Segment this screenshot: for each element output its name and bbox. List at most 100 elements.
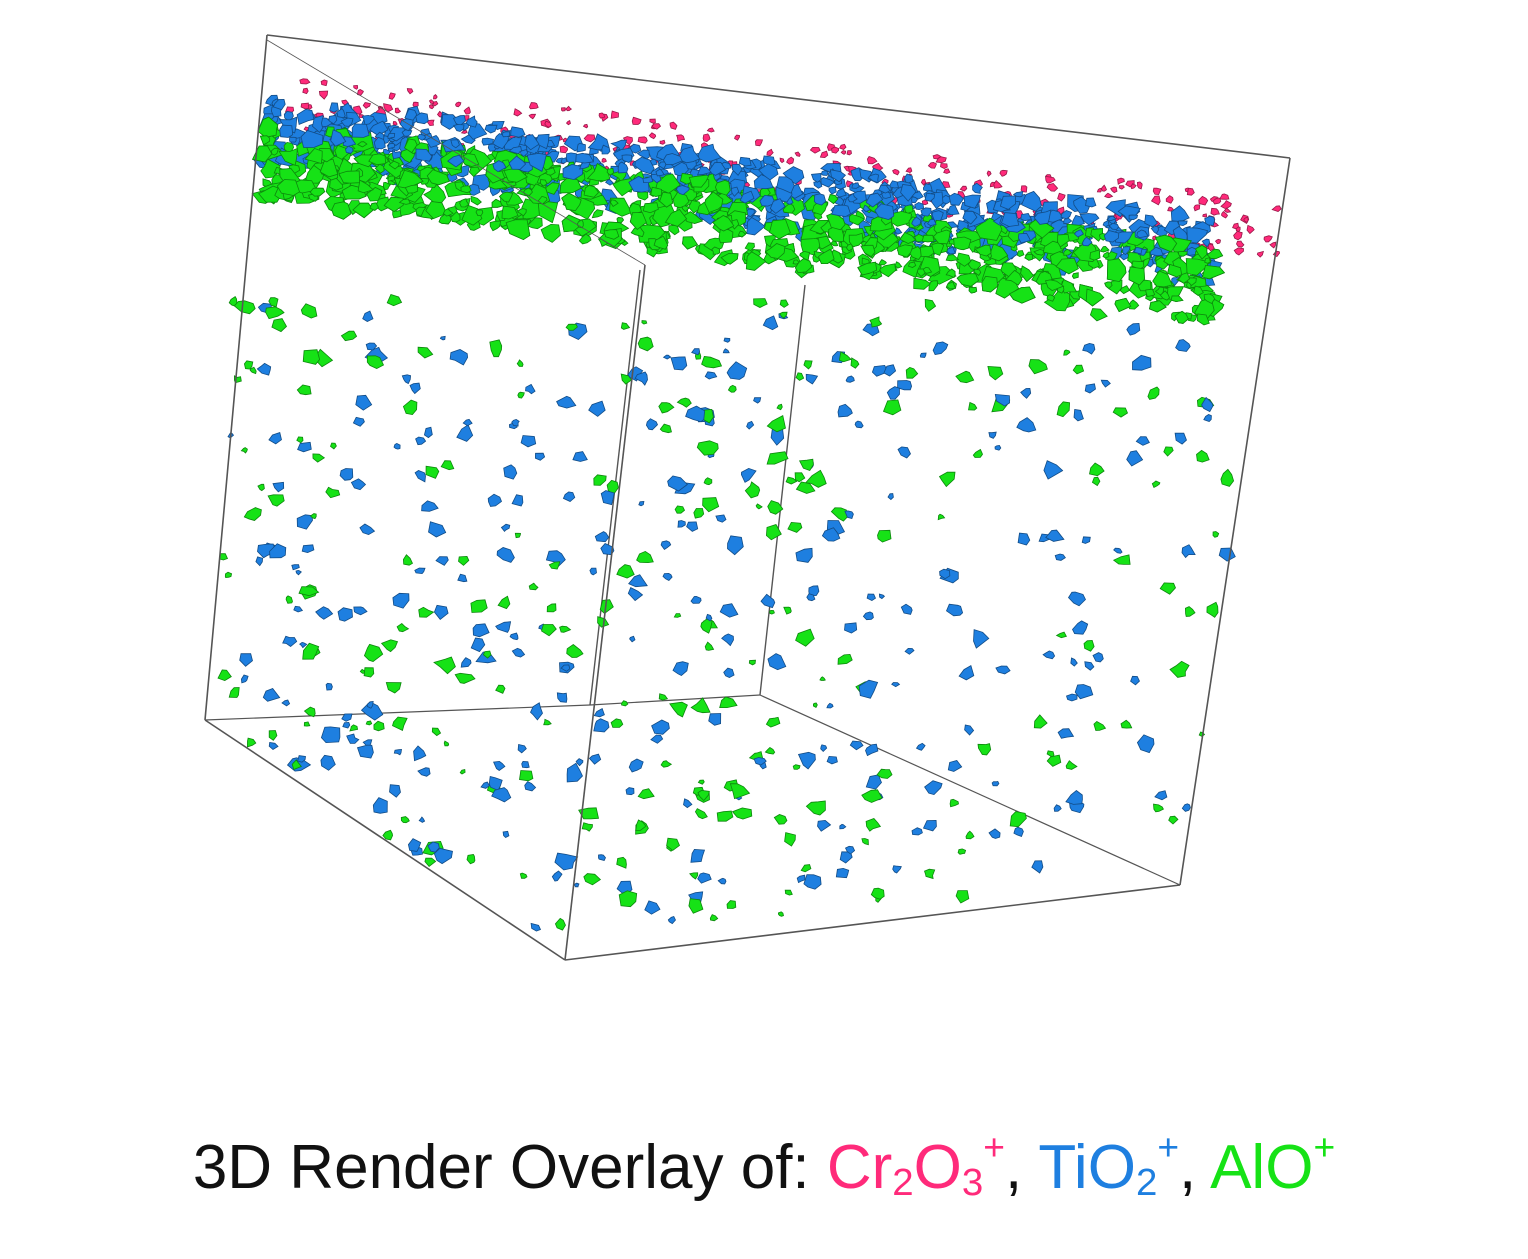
box-edge — [204, 719, 566, 961]
alo-cluster — [519, 770, 534, 782]
tio2-cluster — [268, 742, 279, 750]
alo-cluster — [366, 186, 383, 202]
tio2-cluster — [345, 145, 354, 154]
cr2o3-cluster — [702, 133, 711, 143]
tio2-cluster — [598, 854, 606, 861]
caption-separator: , — [1179, 1133, 1211, 1202]
cr2o3-cluster — [809, 146, 821, 154]
cr2o3-cluster — [940, 163, 948, 170]
tio2-cluster — [1020, 212, 1032, 222]
alo-cluster — [664, 209, 688, 227]
cr2o3-cluster — [528, 113, 537, 120]
tio2-cluster — [480, 781, 490, 789]
alo-cluster — [766, 414, 786, 433]
alo-cluster — [630, 226, 645, 238]
tio2-cluster — [795, 547, 813, 563]
alo-cluster — [800, 864, 812, 873]
tio2-cluster — [1136, 734, 1155, 754]
tio2-cluster — [939, 568, 951, 580]
tio2-cluster — [1204, 215, 1216, 226]
alo-cluster — [693, 508, 705, 519]
alo-cluster — [1184, 606, 1196, 617]
alo-cluster — [818, 249, 835, 265]
tio2-cluster — [1063, 217, 1073, 225]
tio2-cluster — [359, 523, 376, 536]
alo-cluster — [1104, 281, 1113, 290]
tio2-cluster — [988, 828, 1001, 839]
alo-cluster — [673, 613, 682, 618]
alo-cluster — [679, 172, 694, 185]
tio2-cluster — [392, 149, 402, 160]
alo-cluster — [701, 355, 723, 369]
tio2-cluster — [892, 865, 902, 874]
tio2-cluster — [1128, 214, 1139, 221]
tio2-cluster — [994, 393, 1011, 407]
alo-cluster — [731, 807, 753, 820]
cr2o3-cluster — [1210, 207, 1220, 216]
tio2-cluster — [1181, 544, 1196, 559]
tio2-cluster — [500, 523, 511, 533]
tio2-cluster — [762, 315, 779, 331]
tio2-cluster — [1065, 789, 1083, 805]
alo-cluster — [659, 423, 672, 434]
alo-cluster — [1085, 288, 1105, 307]
render-3d-view — [204, 34, 1291, 961]
alo-cluster — [716, 810, 734, 822]
tio2-cluster — [256, 362, 272, 376]
tio2-cluster — [575, 758, 584, 767]
alo-cluster — [543, 718, 552, 726]
alo-cluster — [805, 800, 826, 816]
tio2-cluster — [295, 569, 302, 576]
cr2o3-cluster — [766, 148, 774, 157]
tio2-cluster — [496, 547, 515, 563]
alo-cluster — [882, 399, 902, 416]
tio2-cluster — [492, 160, 507, 173]
tio2-cluster — [393, 748, 402, 756]
tio2-cluster — [428, 521, 447, 538]
tio2-cluster — [820, 744, 828, 752]
tio2-cluster — [268, 431, 282, 445]
tio2-cluster — [315, 606, 334, 620]
alo-cluster — [938, 471, 956, 488]
alo-cluster — [385, 682, 402, 694]
tio2-cluster — [746, 420, 755, 430]
tio2-cluster — [433, 847, 453, 865]
alo-cluster — [795, 372, 805, 381]
alo-cluster — [714, 179, 731, 196]
tio2-cluster — [1033, 209, 1052, 225]
tio2-cluster — [297, 441, 312, 453]
alo-cluster — [744, 242, 755, 252]
alo-cluster — [565, 323, 578, 331]
alo-cluster — [766, 451, 789, 465]
alo-cluster — [1193, 285, 1204, 296]
alo-cluster — [325, 486, 341, 499]
tio2-cluster — [521, 760, 530, 769]
tio2-cluster — [803, 874, 822, 890]
alo-cluster — [583, 184, 600, 198]
tio2-cluster — [593, 708, 605, 718]
cr2o3-cluster — [935, 156, 947, 164]
tio2-cluster — [677, 520, 686, 528]
alo-cluster — [424, 857, 437, 868]
alo-cluster — [779, 299, 789, 308]
alo-cluster — [1147, 386, 1160, 400]
alo-cluster — [489, 339, 503, 358]
tio2-cluster — [922, 819, 937, 832]
alo-cluster — [458, 555, 470, 566]
tio2-cluster — [272, 98, 286, 111]
alo-cluster — [769, 219, 791, 240]
alo-cluster — [711, 246, 721, 255]
tio2-cluster — [958, 664, 975, 681]
tio2-cluster — [1186, 227, 1209, 244]
cr2o3-cluster — [1202, 213, 1208, 218]
tio2-cluster — [817, 819, 832, 832]
alo-cluster — [375, 196, 391, 212]
alo-cluster — [703, 477, 713, 486]
tio2-cluster — [467, 122, 488, 140]
cr2o3-cluster — [544, 120, 552, 128]
tio2-cluster — [588, 753, 602, 765]
alo-cluster — [349, 724, 359, 732]
tio2-cluster — [1085, 197, 1097, 208]
tio2-cluster — [536, 133, 550, 150]
alo-cluster — [1128, 266, 1145, 286]
